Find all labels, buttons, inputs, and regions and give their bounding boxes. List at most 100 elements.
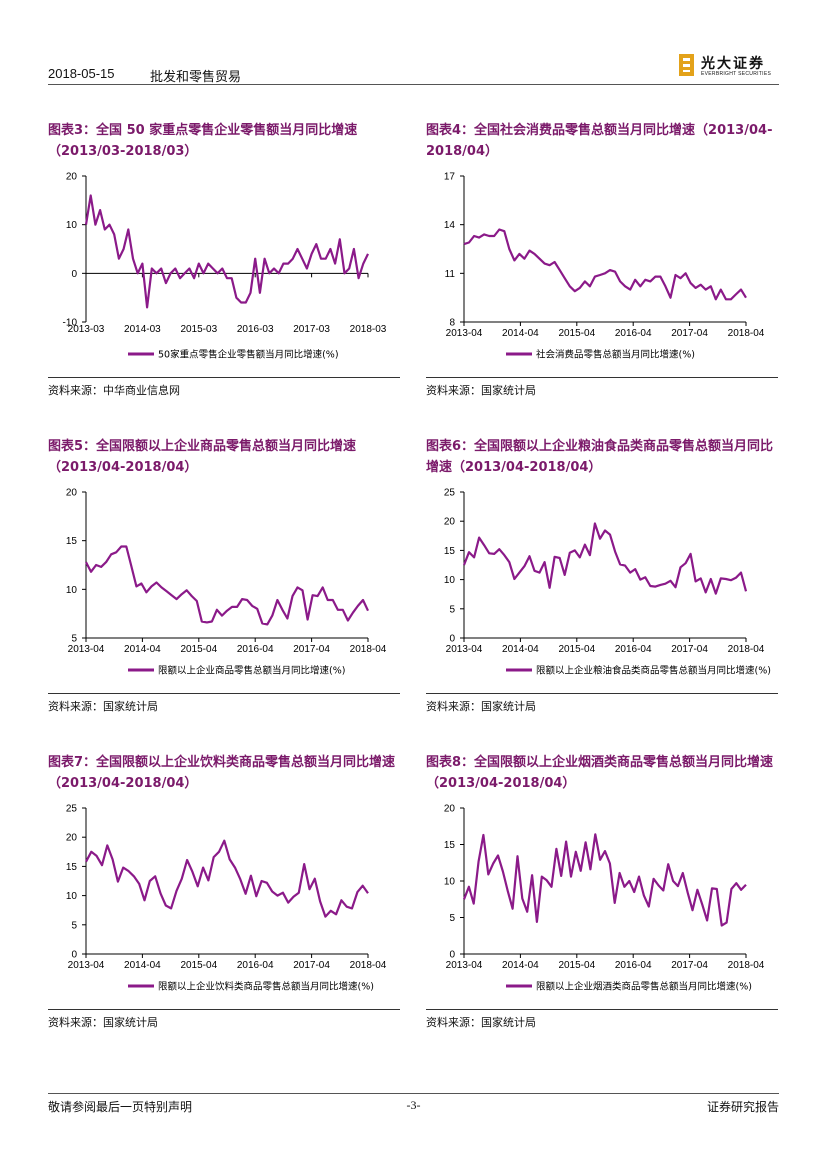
x-tick-label: 2015-04 — [558, 960, 595, 971]
y-tick-label: 8 — [449, 318, 455, 329]
figure-source: 资料来源：中华商业信息网 — [48, 377, 400, 398]
chart: 0 5 10 15 20 25 2013-04 2014-04 2015-04 2016-04 20… — [66, 804, 387, 993]
chart: 8 11 14 17 2013-04 2014-04 2015-04 2016-04 2017-… — [444, 172, 765, 361]
page-footer: 敬请参阅最后一页特别声明 -3- 证券研究报告 — [48, 1093, 779, 1114]
x-tick-label: 2017-04 — [671, 960, 708, 971]
y-tick-label: 15 — [66, 536, 78, 547]
figure-source: 资料来源：国家统计局 — [48, 693, 400, 714]
figure-source: 资料来源：国家统计局 — [426, 1009, 778, 1030]
x-tick-label: 2014-04 — [502, 960, 539, 971]
series-line — [85, 545, 369, 626]
page-number: -3- — [406, 1098, 421, 1112]
x-tick-label: 2018-04 — [728, 328, 765, 339]
y-tick-label: 14 — [444, 220, 456, 231]
y-tick-label: 20 — [444, 804, 456, 815]
x-tick-label: 2014-04 — [502, 328, 539, 339]
figure-8: 图表8：全国限额以上企业烟酒类商品零售总额当月同比增速（2013/04-2018… — [426, 752, 778, 1032]
figure-source: 资料来源：国家统计局 — [426, 693, 778, 714]
legend-label: 限额以上企业饮料类商品零售总额当月同比增速(%) — [158, 981, 374, 993]
x-tick-label: 2018-04 — [350, 644, 387, 655]
x-tick-label: 2014-04 — [502, 644, 539, 655]
y-tick-label: 20 — [66, 488, 78, 499]
figure-7: 图表7：全国限额以上企业饮料类商品零售总额当月同比增速（2013/04-2018… — [48, 752, 400, 1032]
y-tick-label: 10 — [444, 575, 456, 586]
series-line — [463, 228, 747, 301]
chart: 0 5 10 15 20 2013-04 2014-04 2015-04 2016-04 2017… — [444, 804, 765, 993]
y-tick-label: -10 — [63, 318, 78, 329]
x-tick-label: 2013-04 — [68, 960, 105, 971]
brand-logo: 光大证券 EVERBRIGHT SECURITIES — [679, 52, 779, 80]
x-tick-label: 2014-04 — [124, 644, 161, 655]
x-tick-label: 2016-04 — [615, 328, 652, 339]
y-tick-label: 11 — [445, 269, 456, 280]
x-tick-label: 2017-04 — [293, 960, 330, 971]
y-tick-label: 10 — [66, 220, 78, 231]
brand-name-cn: 光大证券 — [701, 56, 765, 72]
x-tick-label: 2016-04 — [237, 960, 274, 971]
x-tick-label: 2014-03 — [124, 324, 161, 335]
figure-title: 图表4：全国社会消费品零售总额当月同比增速（2013/04-2018/04） — [426, 123, 773, 159]
y-tick-label: 5 — [449, 913, 455, 924]
y-tick-label: 0 — [71, 269, 77, 280]
figure-6: 图表6：全国限额以上企业粮油食品类商品零售总额当月同比增速（2013/04-20… — [426, 436, 778, 716]
x-tick-label: 2015-04 — [558, 328, 595, 339]
x-tick-label: 2013-04 — [446, 328, 483, 339]
y-tick-label: 5 — [449, 604, 455, 615]
y-tick-label: 5 — [71, 634, 77, 645]
x-tick-label: 2015-03 — [180, 324, 217, 335]
y-tick-label: 15 — [444, 546, 456, 557]
y-tick-label: 10 — [66, 585, 78, 596]
x-tick-label: 2016-03 — [237, 324, 274, 335]
x-tick-label: 2018-04 — [728, 960, 765, 971]
x-tick-label: 2013-03 — [68, 324, 105, 335]
figure-title: 图表6：全国限额以上企业粮油食品类商品零售总额当月同比增速（2013/04-20… — [426, 439, 774, 475]
figure-source: 资料来源：国家统计局 — [426, 377, 778, 398]
document-type: 证券研究报告 — [706, 1100, 779, 1114]
x-tick-label: 2013-04 — [446, 960, 483, 971]
x-tick-label: 2016-04 — [237, 644, 274, 655]
series-line — [462, 522, 748, 595]
x-tick-label: 2016-04 — [615, 960, 652, 971]
y-tick-label: 25 — [66, 804, 78, 815]
figure-title: 图表7：全国限额以上企业饮料类商品零售总额当月同比增速（2013/04-2018… — [48, 755, 396, 791]
legend-label: 限额以上企业商品零售总额当月同比增速(%) — [158, 665, 345, 677]
y-tick-label: 17 — [444, 172, 456, 183]
chart: 5 10 15 20 2013-04 2014-04 2015-04 2016-04 2017-… — [66, 488, 387, 677]
x-tick-label: 2018-04 — [350, 960, 387, 971]
y-tick-label: 25 — [444, 488, 456, 499]
figure-4: 图表4：全国社会消费品零售总额当月同比增速（2013/04-2018/04） 8… — [426, 120, 778, 400]
x-tick-label: 2015-04 — [558, 644, 595, 655]
x-tick-label: 2017-03 — [293, 324, 330, 335]
sector-name: 批发和零售贸易 — [150, 70, 242, 85]
y-tick-label: 5 — [71, 920, 77, 931]
brand-name-en: EVERBRIGHT SECURITIES — [701, 71, 772, 77]
x-tick-label: 2017-04 — [671, 644, 708, 655]
figure-5: 图表5：全国限额以上企业商品零售总额当月同比增速（2013/04-2018/04… — [48, 436, 400, 716]
x-tick-label: 2018-03 — [350, 324, 387, 335]
x-tick-label: 2013-04 — [68, 644, 105, 655]
page-header: 2018-05-15 批发和零售贸易 光大证券 EVERBRIGHT SECUR… — [48, 50, 779, 85]
y-tick-label: 10 — [444, 877, 456, 888]
x-tick-label: 2017-04 — [671, 328, 708, 339]
y-tick-label: 20 — [66, 172, 78, 183]
y-tick-label: 10 — [66, 891, 78, 902]
series-line — [462, 833, 747, 927]
report-date: 2018-05-15 — [48, 66, 115, 81]
x-tick-label: 2015-04 — [180, 644, 217, 655]
y-tick-label: 20 — [66, 833, 78, 844]
legend-label: 限额以上企业粮油食品类商品零售总额当月同比增速(%) — [536, 665, 771, 677]
chart: 0 5 10 15 20 25 2013-04 2014-04 2015-04 2016-04 20… — [444, 488, 771, 677]
x-tick-label: 2015-04 — [180, 960, 217, 971]
y-tick-label: 0 — [449, 634, 455, 645]
x-tick-label: 2018-04 — [728, 644, 765, 655]
disclaimer-note: 敬请参阅最后一页特别声明 — [48, 1100, 193, 1114]
x-tick-label: 2013-04 — [446, 644, 483, 655]
series-line — [85, 839, 369, 918]
y-tick-label: 0 — [71, 950, 77, 961]
figure-title: 图表8：全国限额以上企业烟酒类商品零售总额当月同比增速（2013/04-2018… — [426, 755, 774, 791]
legend-label: 限额以上企业烟酒类商品零售总额当月同比增速(%) — [536, 981, 752, 993]
figure-title: 图表3：全国 50 家重点零售企业零售额当月同比增速（2013/03-2018/… — [48, 123, 358, 159]
y-tick-label: 15 — [66, 862, 78, 873]
figure-3: 图表3：全国 50 家重点零售企业零售额当月同比增速（2013/03-2018/… — [48, 120, 400, 400]
x-tick-label: 2017-04 — [293, 644, 330, 655]
